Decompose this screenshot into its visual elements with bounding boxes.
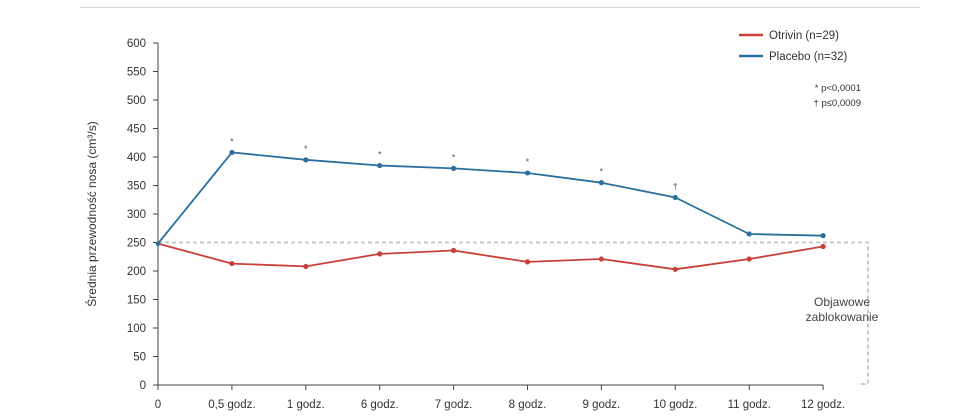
y-tick-label: 100: [127, 323, 146, 335]
y-tick-label: 200: [127, 266, 146, 278]
significance-marker: *: [230, 136, 234, 146]
data-point-placebo: [746, 231, 752, 237]
series-line-otrivin: [157, 242, 824, 271]
series-line-placebo: [157, 151, 824, 245]
x-tick-label: 7 godz.: [435, 399, 473, 411]
symptomatic-blockage-bracket: [858, 241, 869, 385]
significance-marker: *: [304, 144, 308, 154]
data-point-placebo: [820, 233, 826, 239]
x-tick-label: 9 godz.: [583, 399, 621, 411]
y-tick-label: 0: [140, 380, 146, 392]
y-tick-label: 350: [127, 181, 146, 193]
data-point-start: [155, 241, 161, 247]
significance-marker: *: [378, 150, 382, 160]
y-tick-label: 500: [127, 95, 146, 107]
region-label-line-2: zablokowanie: [806, 310, 879, 324]
data-point-otrivin: [672, 266, 678, 272]
y-tick-label: 300: [127, 209, 146, 221]
data-point-otrivin: [303, 263, 309, 270]
data-point-placebo: [524, 170, 531, 176]
region-label-line-1: Objawowe: [814, 295, 870, 309]
legend-label-placebo: Placebo (n=32): [769, 51, 847, 63]
y-axis-label: Średnia przewodność nosa (cm³/s): [84, 121, 99, 306]
y-tick-label: 550: [127, 67, 146, 79]
data-point-placebo: [229, 149, 235, 156]
y-tick-label: 150: [127, 295, 146, 307]
significance-marker: *: [526, 157, 530, 167]
x-tick-label: 1 godz.: [287, 399, 325, 411]
data-point-otrivin: [746, 256, 752, 262]
x-tick-label: 0,5 godz.: [208, 399, 255, 411]
significance-marker: †: [673, 181, 678, 191]
data-point-placebo: [598, 180, 605, 186]
y-tick-label: 450: [127, 124, 146, 136]
data-point-otrivin: [377, 251, 383, 257]
y-tick-label: 600: [127, 38, 146, 50]
data-point-placebo: [451, 165, 457, 171]
note-p-dagger: † p≤0,0009: [814, 98, 861, 109]
data-point-placebo: [672, 194, 678, 201]
significance-marker: *: [452, 152, 456, 162]
data-point-otrivin: [598, 256, 605, 262]
x-tick-label: 10 godz.: [653, 399, 697, 411]
data-point-placebo: [303, 157, 309, 163]
note-p-star: * p<0,0001: [815, 83, 861, 94]
data-point-otrivin: [524, 259, 531, 265]
x-tick-label: 12 godz.: [801, 399, 845, 411]
y-tick-label: 250: [127, 238, 146, 250]
y-tick-label: 400: [127, 152, 146, 164]
series-layer: [155, 149, 826, 272]
significance-markers: * * * * * * †: [230, 136, 678, 191]
legend: Otrivin (n=29) Placebo (n=32) * p<0,0001…: [739, 30, 861, 109]
data-point-otrivin: [820, 243, 826, 250]
x-tick-label: 11 godz.: [728, 399, 771, 411]
data-point-otrivin: [451, 247, 457, 254]
y-axis: 0 50 100 150 200 250 300 350 400 450 500 550 600: [127, 38, 159, 392]
legend-label-otrivin: Otrivin (n=29): [769, 30, 839, 42]
x-tick-label: 8 godz.: [509, 399, 547, 411]
significance-marker: *: [600, 167, 604, 177]
y-tick-label: 50: [133, 352, 146, 364]
x-tick-label: 0: [155, 399, 161, 411]
x-axis: 0 0,5 godz. 1 godz. 6 godz. 7 godz. 8 godz. 9 …: [155, 384, 845, 411]
data-point-placebo: [377, 162, 383, 169]
data-point-otrivin: [229, 260, 235, 267]
x-tick-label: 6 godz.: [361, 399, 399, 411]
